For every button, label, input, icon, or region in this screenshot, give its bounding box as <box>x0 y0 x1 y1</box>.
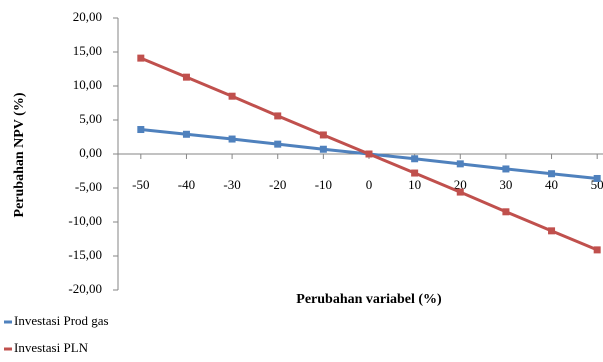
point <box>320 131 327 138</box>
point <box>502 165 509 172</box>
point <box>502 208 509 215</box>
x-tick-label: 40 <box>545 177 558 192</box>
y-axis-title: Perubahan NPV (%) <box>12 92 27 217</box>
x-tick-label: -40 <box>178 177 195 192</box>
point <box>548 227 555 234</box>
point <box>548 170 555 177</box>
point <box>183 74 190 81</box>
point <box>229 93 236 100</box>
point <box>229 136 236 143</box>
chart: Perubahan variabel (%) Perubahan NPV (%)… <box>0 0 603 362</box>
point <box>274 141 281 148</box>
x-tick-label: -50 <box>132 177 149 192</box>
point <box>594 175 601 182</box>
point <box>411 170 418 177</box>
y-tick-label: -20,00 <box>68 281 102 296</box>
x-tick-label: -30 <box>223 177 240 192</box>
point <box>457 189 464 196</box>
page: {"chart_data": {"type": "line", "x_label… <box>0 0 603 362</box>
x-tick-label: -10 <box>315 177 332 192</box>
x-tick-label: 10 <box>408 177 421 192</box>
point <box>137 126 144 133</box>
x-tick-label: 30 <box>499 177 512 192</box>
point <box>274 112 281 119</box>
point <box>183 131 190 138</box>
y-tick-label: 20,00 <box>73 9 102 24</box>
y-tick-label: -5,00 <box>75 179 102 194</box>
legend-label: Investasi Prod gas <box>14 313 109 328</box>
point <box>457 160 464 167</box>
point <box>594 246 601 253</box>
y-tick-label: -15,00 <box>68 247 102 262</box>
point <box>320 146 327 153</box>
x-tick-label: -20 <box>269 177 286 192</box>
y-tick-label: 10,00 <box>73 77 102 92</box>
legend-label: Investasi PLN <box>14 340 89 355</box>
x-axis-title: Perubahan variabel (%) <box>296 292 442 307</box>
point <box>366 151 373 158</box>
x-tick-label: 0 <box>366 177 373 192</box>
y-tick-label: 5,00 <box>79 111 102 126</box>
y-tick-label: 15,00 <box>73 43 102 58</box>
y-tick-label: 0,00 <box>79 145 102 160</box>
point <box>411 155 418 162</box>
point <box>137 55 144 62</box>
y-tick-label: -10,00 <box>68 213 102 228</box>
